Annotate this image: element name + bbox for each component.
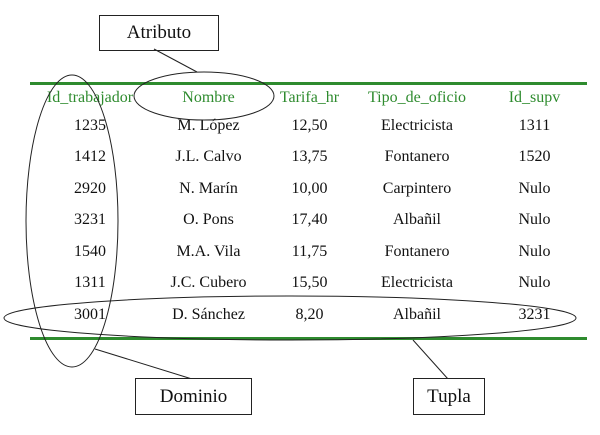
attribute-connector	[153, 48, 198, 73]
cell: 13,75	[291, 148, 328, 166]
header-tipo-de-oficio: Tipo_de_oficio	[367, 88, 467, 106]
header-row: Id_trabajador Nombre Tarifa_hr Tipo_de_o…	[30, 85, 587, 110]
table-row: 1311 J.C. Cubero 15,50 Electricista Nulo	[30, 268, 587, 300]
cell: 1311	[74, 274, 106, 292]
cell: O. Pons	[183, 211, 234, 229]
cell: Nulo	[518, 179, 551, 197]
cell: 3001	[74, 305, 106, 323]
table-bottom-rule	[30, 337, 587, 340]
table-row: 1540 M.A. Vila 11,75 Fontanero Nulo	[30, 236, 587, 268]
domain-label-box: Dominio	[135, 378, 252, 415]
cell: Nulo	[518, 274, 551, 292]
cell: N. Marín	[179, 179, 238, 197]
cell: D. Sánchez	[172, 305, 245, 323]
table-row: 2920 N. Marín 10,00 Carpintero Nulo	[30, 173, 587, 205]
cell: Albañil	[393, 305, 441, 323]
table-top-rule	[30, 82, 587, 85]
domain-connector	[94, 348, 193, 380]
cell: 1412	[74, 148, 106, 166]
cell: Electricista	[381, 274, 453, 292]
cell: 3231	[74, 211, 106, 229]
cell: 1235	[74, 116, 106, 134]
cell: Nulo	[518, 211, 551, 229]
header-id-trabajador: Id_trabajador	[46, 88, 134, 106]
cell: 1540	[74, 242, 106, 260]
cell: M. López	[177, 116, 240, 134]
attribute-label: Atributo	[126, 22, 192, 43]
cell: Nulo	[518, 242, 551, 260]
cell: J.C. Cubero	[170, 274, 247, 292]
cell: 8,20	[295, 305, 324, 323]
cell: 10,00	[291, 179, 328, 197]
cell: 17,40	[291, 211, 328, 229]
cell: Fontanero	[384, 148, 450, 166]
cell: 3231	[518, 305, 551, 323]
cell: Carpintero	[382, 179, 452, 197]
cell: Fontanero	[384, 242, 450, 260]
cell: J.L. Calvo	[175, 148, 242, 166]
cell: Albañil	[393, 211, 441, 229]
cell: 11,75	[291, 242, 328, 260]
cell: 1520	[518, 148, 551, 166]
header-tarifa-hr: Tarifa_hr	[279, 88, 340, 106]
cell: 15,50	[291, 274, 328, 292]
cell: 2920	[74, 179, 106, 197]
table-row: 3001 D. Sánchez 8,20 Albañil 3231	[30, 299, 587, 331]
tuple-label-box: Tupla	[413, 378, 485, 415]
cell: M.A. Vila	[176, 242, 241, 260]
cell: 1311	[518, 116, 551, 134]
domain-label: Dominio	[159, 385, 228, 407]
header-id-supv: Id_supv	[508, 88, 561, 106]
attribute-label-box: Atributo	[99, 15, 219, 51]
relation-table: Id_trabajador Nombre Tarifa_hr Tipo_de_o…	[30, 85, 587, 331]
cell: Electricista	[381, 116, 453, 134]
table-row: 3231 O. Pons 17,40 Albañil Nulo	[30, 205, 587, 237]
table-row: 1235 M. López 12,50 Electricista 1311	[30, 110, 587, 142]
table-row: 1412 J.L. Calvo 13,75 Fontanero 1520	[30, 142, 587, 174]
tuple-label: Tupla	[427, 385, 471, 407]
tuple-connector	[412, 339, 449, 380]
header-nombre: Nombre	[182, 88, 235, 106]
cell: 12,50	[291, 116, 328, 134]
